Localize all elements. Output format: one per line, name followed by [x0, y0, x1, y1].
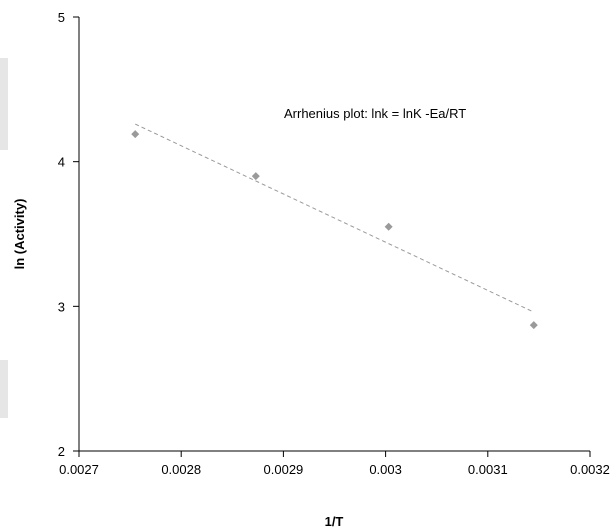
data-point-diamond: [384, 222, 393, 231]
tick-labels: 0.0027 0.0028 0.0029 0.003 0.0031 0.0032 2 3 4 5: [58, 10, 610, 477]
x-axis-title: 1/T: [325, 514, 344, 529]
data-point-diamond: [251, 172, 260, 181]
x-tick-label: 0.0028: [161, 462, 201, 477]
trendline: [134, 123, 535, 313]
trendline-layer: [134, 123, 535, 313]
y-tick-label: 4: [58, 155, 65, 170]
y-tick-label: 2: [58, 444, 65, 459]
background-shape-left-upper: [0, 58, 8, 150]
x-tick-label: 0.0031: [468, 462, 508, 477]
data-point-diamond: [529, 321, 538, 330]
y-tick-label: 5: [58, 10, 65, 25]
x-tick-label: 0.0032: [570, 462, 610, 477]
axes: [78, 17, 590, 452]
y-axis-title: ln (Activity): [12, 199, 27, 270]
background-shape-left-lower: [0, 360, 8, 418]
ticks: [73, 16, 591, 457]
x-tick-label: 0.0029: [264, 462, 304, 477]
y-tick-label: 3: [58, 299, 65, 314]
x-tick-label: 0.0027: [59, 462, 99, 477]
x-tick-label: 0.003: [369, 462, 402, 477]
points-layer: [131, 130, 538, 330]
chart-annotation: Arrhenius plot: lnk = lnK -Ea/RT: [284, 106, 466, 121]
data-point-diamond: [131, 130, 140, 139]
